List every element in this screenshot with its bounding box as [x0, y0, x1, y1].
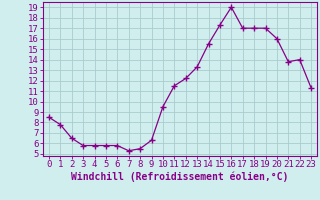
X-axis label: Windchill (Refroidissement éolien,°C): Windchill (Refroidissement éolien,°C) — [71, 172, 289, 182]
